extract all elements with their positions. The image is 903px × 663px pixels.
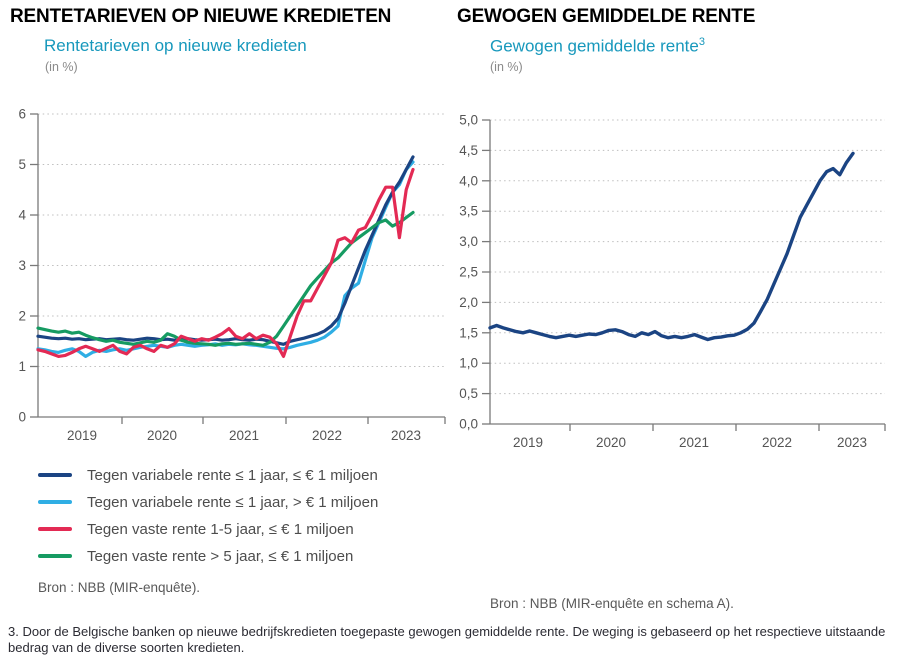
- right-chart-subtitle-text: Gewogen gemiddelde rente: [490, 36, 699, 56]
- left-chart-heading: RENTETARIEVEN OP NIEUWE KREDIETEN: [10, 6, 392, 27]
- svg-text:4,0: 4,0: [459, 173, 478, 188]
- svg-text:3,5: 3,5: [459, 204, 478, 219]
- svg-text:5: 5: [18, 157, 26, 172]
- svg-text:2023: 2023: [391, 428, 421, 443]
- legend-label: Tegen vaste rente > 5 jaar, ≤ € 1 miljoe…: [87, 547, 354, 565]
- svg-text:2023: 2023: [837, 435, 867, 450]
- svg-text:1,0: 1,0: [459, 356, 478, 371]
- svg-text:2: 2: [18, 309, 26, 324]
- svg-text:2021: 2021: [229, 428, 259, 443]
- left-chart-subtitle: Rentetarieven op nieuwe kredieten: [44, 36, 307, 55]
- svg-text:2,5: 2,5: [459, 265, 478, 280]
- svg-text:1,5: 1,5: [459, 325, 478, 340]
- right-chart-plot: 0,0 0,5 1,0 1,5 2,0 2,5 3,0 3,5 4,0 4,5 5,0 2019 202…: [459, 113, 886, 450]
- svg-text:2020: 2020: [147, 428, 177, 443]
- svg-text:3: 3: [18, 258, 26, 273]
- legend-swatch-green: [38, 553, 72, 559]
- legend-item-fixed-1-5y: Tegen vaste rente 1-5 jaar, ≤ € 1 miljoe…: [38, 520, 378, 538]
- right-chart-subtitle: Gewogen gemiddelde rente3: [490, 36, 705, 57]
- left-chart-unit-label: (in %): [45, 60, 78, 74]
- svg-text:6: 6: [18, 107, 26, 122]
- svg-text:0,0: 0,0: [459, 417, 478, 432]
- legend-label: Tegen vaste rente 1-5 jaar, ≤ € 1 miljoe…: [87, 520, 354, 538]
- svg-text:2019: 2019: [513, 435, 543, 450]
- legend-swatch-red: [38, 526, 72, 532]
- svg-text:2022: 2022: [762, 435, 792, 450]
- left-chart-plot: 0 1 2 3 4 5 6 2019 2020 2021 2022 2023: [18, 107, 446, 443]
- svg-text:1: 1: [18, 359, 26, 374]
- right-chart-source: Bron : NBB (MIR-enquête en schema A).: [490, 596, 734, 611]
- svg-text:5,0: 5,0: [459, 113, 478, 128]
- footnote-reference: 3: [698, 36, 705, 48]
- svg-text:2021: 2021: [679, 435, 709, 450]
- legend-item-fixed-gt-5y: Tegen vaste rente > 5 jaar, ≤ € 1 miljoe…: [38, 547, 378, 565]
- legend-label: Tegen variabele rente ≤ 1 jaar, > € 1 mi…: [87, 493, 379, 511]
- legend-swatch-navy: [38, 472, 72, 478]
- right-chart-heading: GEWOGEN GEMIDDELDE RENTE: [457, 6, 756, 27]
- right-chart-unit-label: (in %): [490, 60, 523, 74]
- legend-label: Tegen variabele rente ≤ 1 jaar, ≤ € 1 mi…: [87, 466, 378, 484]
- svg-text:3,0: 3,0: [459, 234, 478, 249]
- svg-text:0: 0: [18, 410, 26, 425]
- svg-text:4: 4: [18, 208, 26, 223]
- legend-item-variable-lte-1m: Tegen variabele rente ≤ 1 jaar, ≤ € 1 mi…: [38, 466, 378, 484]
- svg-text:2019: 2019: [67, 428, 97, 443]
- left-chart-legend: Tegen variabele rente ≤ 1 jaar, ≤ € 1 mi…: [38, 466, 378, 565]
- svg-text:2020: 2020: [596, 435, 626, 450]
- legend-swatch-cyan: [38, 499, 72, 505]
- svg-text:4,5: 4,5: [459, 143, 478, 158]
- legend-item-variable-gt-1m: Tegen variabele rente ≤ 1 jaar, > € 1 mi…: [38, 493, 378, 511]
- svg-text:0,5: 0,5: [459, 386, 478, 401]
- svg-text:2,0: 2,0: [459, 295, 478, 310]
- footnote-text: 3. Door de Belgische banken op nieuwe be…: [8, 624, 886, 656]
- left-chart-source: Bron : NBB (MIR-enquête).: [38, 580, 201, 595]
- svg-text:2022: 2022: [312, 428, 342, 443]
